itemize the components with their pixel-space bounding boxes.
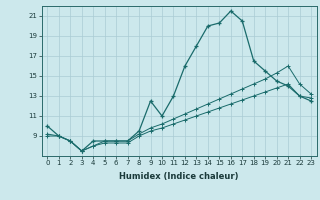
X-axis label: Humidex (Indice chaleur): Humidex (Indice chaleur): [119, 172, 239, 181]
